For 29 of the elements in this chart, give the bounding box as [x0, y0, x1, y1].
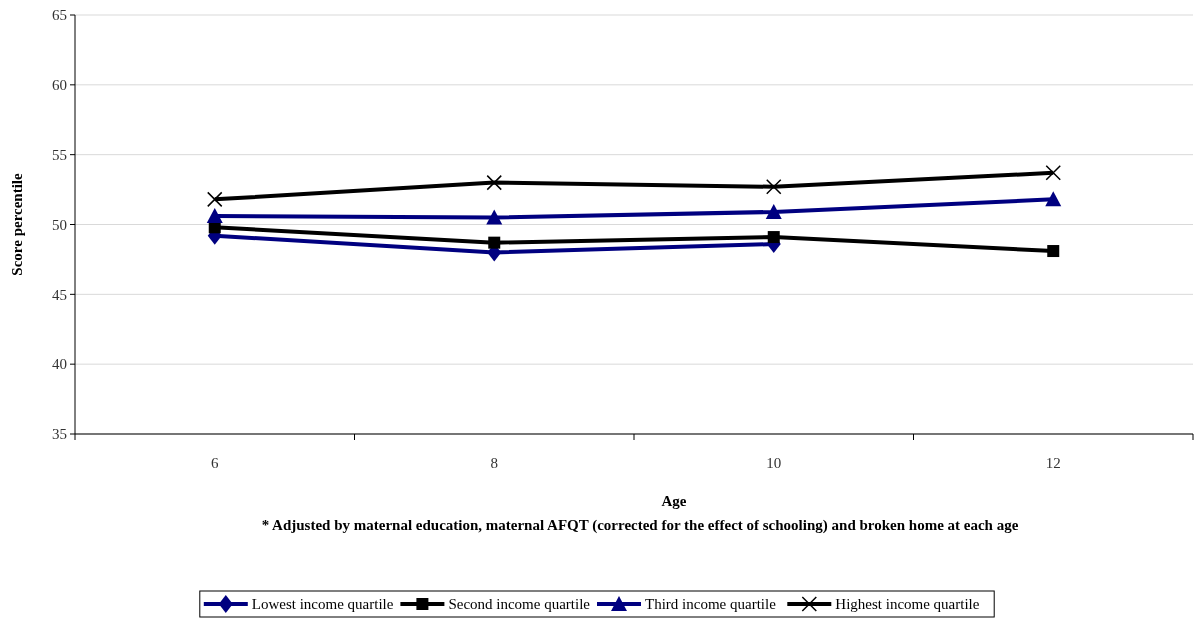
point [488, 236, 501, 249]
point [1047, 245, 1060, 258]
point [767, 231, 780, 244]
point [766, 179, 782, 195]
point [206, 208, 223, 224]
x-tick-label: 12 [1045, 455, 1061, 471]
point [1045, 191, 1062, 207]
legend-label: Second income quartile [448, 596, 591, 613]
legend-label: Lowest income quartile [251, 596, 394, 613]
point [486, 174, 502, 191]
y-tick-label: 65 [52, 7, 67, 24]
y-tick-label: 40 [52, 356, 67, 373]
x-axis-title: Age [661, 493, 687, 509]
legend-label: Third income quartile [645, 596, 777, 613]
point [486, 209, 503, 225]
y-tick-label: 55 [52, 146, 67, 163]
point [1045, 165, 1061, 181]
legend-label: Highest income quartile [835, 596, 980, 613]
point [765, 203, 782, 219]
y-tick-label: 50 [52, 216, 67, 233]
y-tick-label: 60 [52, 77, 67, 94]
x-tick-label: 10 [766, 455, 782, 471]
y-tick-label: 35 [52, 426, 67, 443]
y-tick-label: 45 [52, 286, 67, 303]
x-tick-label: 8 [490, 455, 498, 471]
x-tick-label: 6 [211, 455, 219, 471]
text: * Adjusted by maternal education, maternal AFQT (corrected for the effect of schooling) and broken home at each age [260, 516, 1020, 535]
point [207, 191, 223, 208]
y-axis-title: Score percentile [9, 173, 25, 276]
